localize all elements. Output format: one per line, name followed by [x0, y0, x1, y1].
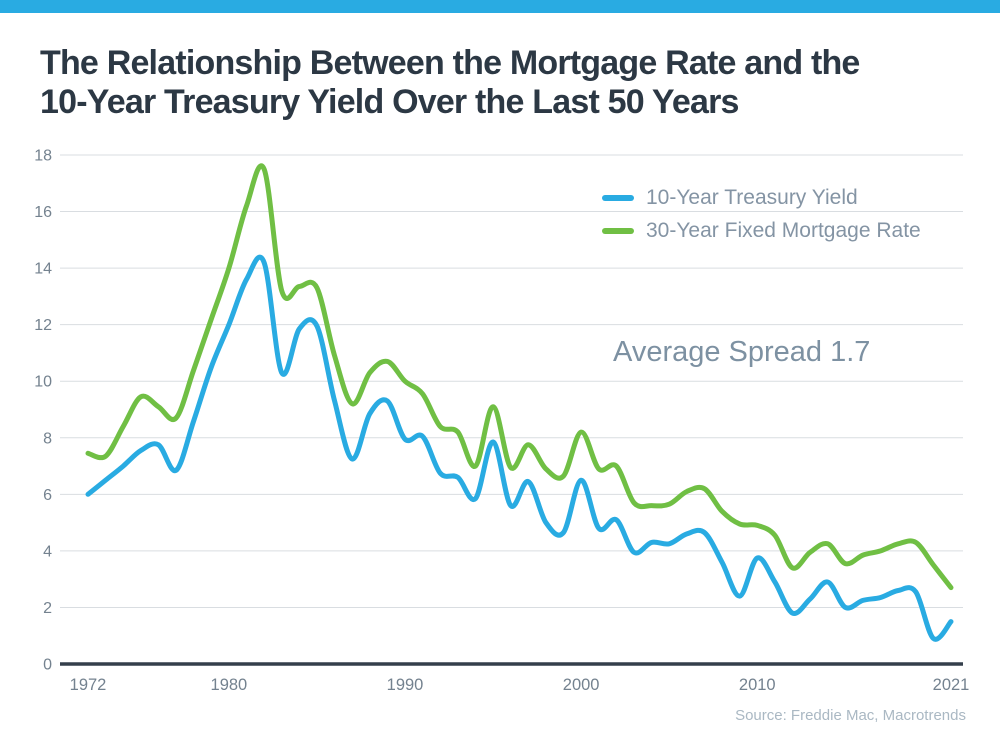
treasury-line-swatch — [602, 195, 634, 201]
y-tick-label: 12 — [34, 317, 52, 334]
legend-item-treasury: 10-Year Treasury Yield — [602, 186, 921, 210]
mortgage-line-swatch — [602, 228, 634, 234]
mortgage-rate-line — [85, 163, 954, 591]
y-tick-label: 0 — [43, 657, 52, 674]
y-tick-label: 8 — [43, 430, 52, 447]
y-tick-label: 18 — [34, 148, 52, 165]
x-tick-label: 1980 — [211, 676, 248, 694]
top-accent-bar — [0, 0, 1000, 13]
y-tick-label: 14 — [34, 261, 52, 278]
y-tick-label: 6 — [43, 487, 52, 504]
y-tick-label: 10 — [34, 374, 52, 391]
x-tick-label: 1972 — [70, 676, 107, 694]
x-tick-label: 2010 — [739, 676, 776, 694]
source-credit: Source: Freddie Mac, Macrotrends — [735, 707, 966, 724]
x-tick-label: 2021 — [933, 676, 970, 694]
chart-title-line-1: The Relationship Between the Mortgage Ra… — [40, 44, 860, 82]
treasury-yield-line — [85, 254, 954, 642]
x-tick-label: 2000 — [563, 676, 600, 694]
legend-label-treasury: 10-Year Treasury Yield — [646, 186, 858, 209]
y-tick-label: 4 — [43, 543, 52, 560]
x-tick-label: 1990 — [387, 676, 424, 694]
legend-item-mortgage: 30-Year Fixed Mortgage Rate — [602, 219, 921, 243]
chart-title-line-2: 10-Year Treasury Yield Over the Last 50 … — [40, 83, 739, 121]
legend-label-mortgage: 30-Year Fixed Mortgage Rate — [646, 219, 921, 242]
legend: 10-Year Treasury Yield 30-Year Fixed Mor… — [602, 186, 921, 252]
y-tick-label: 16 — [34, 204, 52, 221]
y-tick-label: 2 — [43, 600, 52, 617]
chart-title: The Relationship Between the Mortgage Ra… — [40, 44, 980, 122]
average-spread-annotation: Average Spread 1.7 — [613, 336, 871, 368]
